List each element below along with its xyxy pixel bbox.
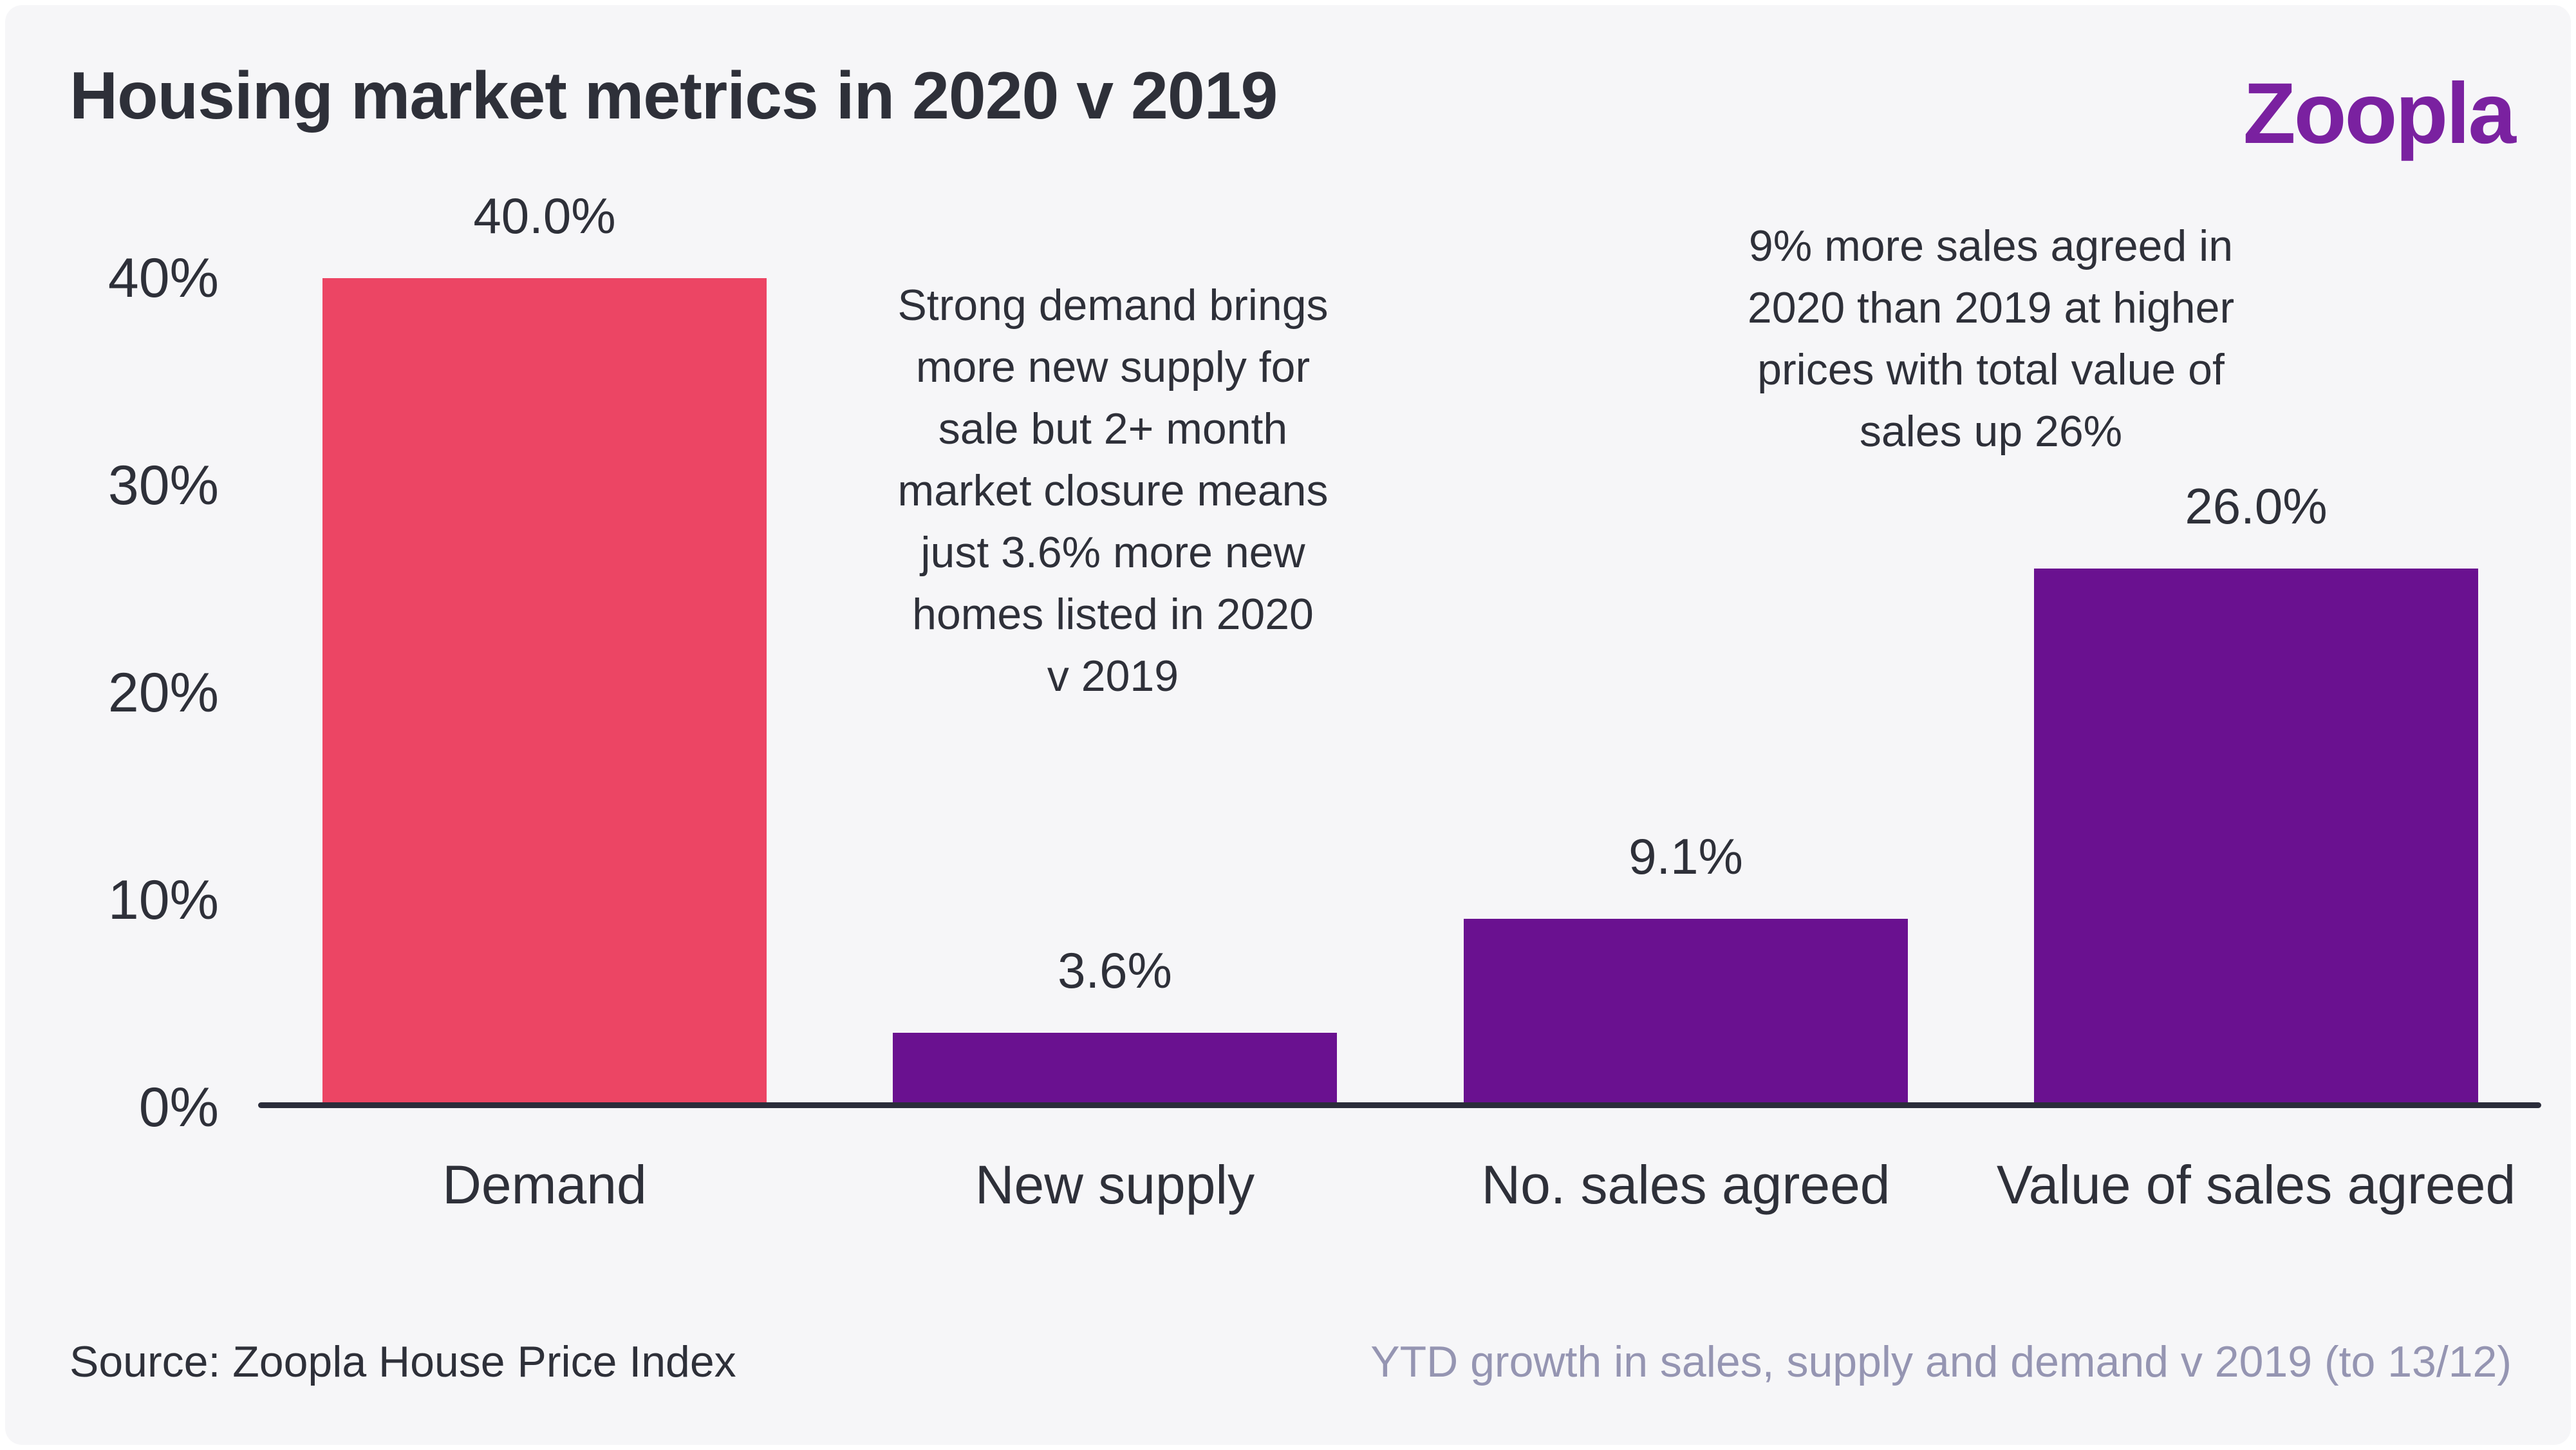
y-axis-tick-label: 0%: [138, 1077, 219, 1138]
annotation-sales-agreed: 9% more sales agreed in 2020 than 2019 a…: [1747, 221, 2235, 456]
x-axis-label: No. sales agreed: [1481, 1154, 1890, 1215]
bar-value-label: 3.6%: [1058, 942, 1172, 999]
x-axis-line: [258, 1102, 2541, 1108]
y-axis-tick-label: 30%: [107, 455, 219, 516]
chart-card: Housing market metrics in 2020 v 2019 Zo…: [5, 5, 2571, 1445]
y-axis-tick-label: 20%: [107, 662, 219, 724]
page-title: Housing market metrics in 2020 v 2019: [70, 59, 1278, 133]
bar-value-of-sales-agreed: [2034, 569, 2478, 1107]
bar-value-label: 26.0%: [2185, 478, 2328, 534]
footer-subtitle: YTD growth in sales, supply and demand v…: [1370, 1337, 2512, 1386]
bar-chart: 0% 10% 20% 30% 40% 40.0% 3.6% 9.1% 26.0% Demand…: [5, 5, 2571, 1445]
y-axis-tick-label: 40%: [107, 247, 219, 309]
y-axis-tick-label: 10%: [107, 869, 219, 931]
bar-value-label: 40.0%: [473, 187, 616, 244]
zoopla-logo: Zoopla: [2243, 66, 2516, 162]
x-axis-label: Demand: [442, 1154, 647, 1215]
x-axis-label: Value of sales agreed: [1996, 1154, 2516, 1215]
x-axis-label: New supply: [975, 1154, 1255, 1215]
bar-new-supply: [893, 1033, 1337, 1107]
annotation-new-supply: Strong demand brings more new supply for…: [897, 281, 1329, 701]
bar-demand: [322, 278, 767, 1107]
bar-value-label: 9.1%: [1629, 828, 1743, 885]
bar-no-sales-agreed: [1464, 919, 1908, 1107]
source-note: Source: Zoopla House Price Index: [70, 1337, 736, 1386]
